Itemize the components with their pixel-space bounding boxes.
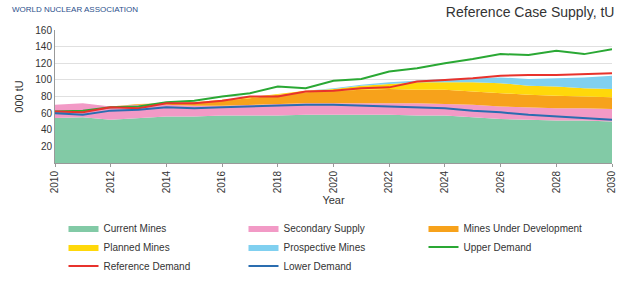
- svg-text:Secondary Supply: Secondary Supply: [284, 223, 365, 234]
- svg-text:2024: 2024: [439, 171, 450, 194]
- svg-text:2016: 2016: [216, 171, 227, 194]
- svg-text:40: 40: [41, 124, 53, 135]
- svg-text:2028: 2028: [551, 171, 562, 194]
- svg-text:2010: 2010: [49, 171, 60, 194]
- svg-text:120: 120: [35, 58, 52, 69]
- svg-text:2026: 2026: [495, 171, 506, 194]
- svg-text:000 tU: 000 tU: [13, 80, 25, 112]
- svg-text:2030: 2030: [606, 171, 617, 194]
- svg-text:160: 160: [35, 25, 52, 36]
- svg-text:Planned Mines: Planned Mines: [104, 242, 170, 253]
- svg-text:Current Mines: Current Mines: [104, 223, 167, 234]
- svg-text:WORLD NUCLEAR ASSOCIATION: WORLD NUCLEAR ASSOCIATION: [12, 5, 138, 14]
- svg-text:2022: 2022: [383, 171, 394, 194]
- svg-text:Reference Demand: Reference Demand: [104, 261, 191, 272]
- svg-text:80: 80: [41, 91, 53, 102]
- svg-text:Upper Demand: Upper Demand: [464, 242, 532, 253]
- svg-text:100: 100: [35, 74, 52, 85]
- svg-text:60: 60: [41, 108, 53, 119]
- svg-text:Year: Year: [322, 194, 345, 206]
- svg-text:Prospective Mines: Prospective Mines: [284, 242, 366, 253]
- svg-text:Reference Case Supply, tU: Reference Case Supply, tU: [446, 4, 615, 20]
- svg-text:Lower Demand: Lower Demand: [284, 261, 352, 272]
- svg-text:Mines Under Development: Mines Under Development: [464, 223, 583, 234]
- svg-text:2014: 2014: [161, 171, 172, 194]
- svg-text:2020: 2020: [328, 171, 339, 194]
- svg-text:20: 20: [41, 141, 53, 152]
- svg-text:140: 140: [35, 41, 52, 52]
- svg-text:2012: 2012: [105, 171, 116, 194]
- svg-text:2018: 2018: [272, 171, 283, 194]
